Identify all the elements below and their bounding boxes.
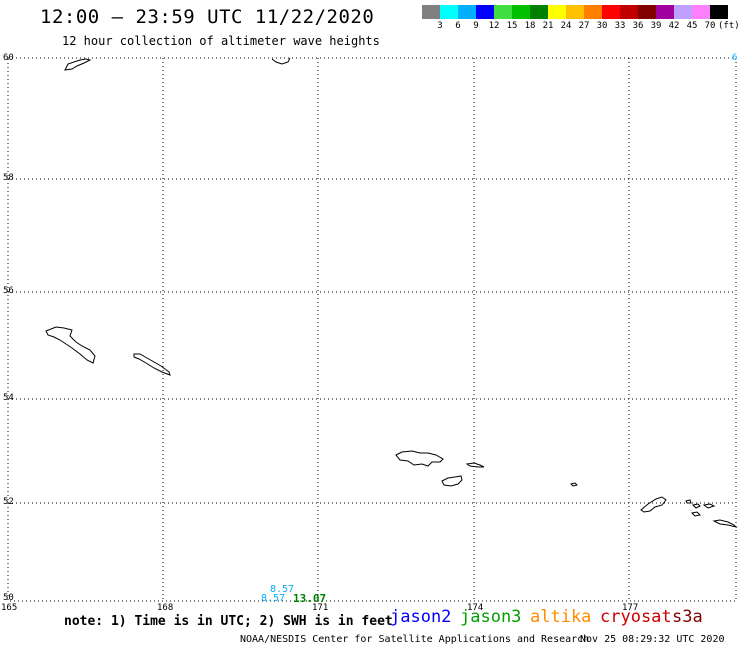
color-swatch-2 — [458, 5, 476, 19]
latitude-gridlines — [8, 178, 736, 504]
lon-label-165: 165 — [1, 603, 17, 613]
color-scale-label: 36 — [632, 21, 644, 31]
page-subtitle: 12 hour collection of altimeter wave hei… — [62, 34, 380, 48]
obs-label-2: 8.57 — [261, 593, 285, 604]
color-scale-label: 12 — [488, 21, 500, 31]
coastline-attu-island — [395, 450, 444, 467]
coastline-bering-island — [45, 326, 96, 364]
color-swatch-11 — [620, 5, 638, 19]
coastline-top-mid — [271, 57, 291, 65]
color-swatch-4 — [494, 5, 512, 19]
coastline-buldir-island — [570, 482, 578, 487]
color-scale-label: 70 — [704, 21, 716, 31]
footer-credit: NOAA/NESDIS Center for Satellite Applica… — [240, 634, 590, 645]
color-swatch-15 — [692, 5, 710, 19]
footer-date: Nov 25 08:29:32 UTC 2020 — [580, 634, 725, 645]
coastline-amchitka-west — [690, 511, 702, 517]
legend-cryosat: cryosat — [600, 607, 672, 627]
obs-label-1: 8.57 — [270, 584, 294, 595]
color-swatch-13 — [656, 5, 674, 19]
color-scale-label: 9 — [473, 21, 479, 31]
color-swatch-9 — [584, 5, 602, 19]
lon-label-177: 177 — [622, 603, 638, 613]
color-swatch-3 — [476, 5, 494, 19]
color-scale-label: 21 — [542, 21, 554, 31]
coastline-rat-island — [702, 503, 716, 509]
color-swatch-0 — [422, 5, 440, 19]
coastline-amchitka-island — [712, 519, 738, 528]
color-swatch-8 — [566, 5, 584, 19]
lat-label-56: 56 — [3, 286, 14, 296]
color-swatch-16 — [710, 5, 728, 19]
coastline-semichi-islands — [465, 462, 485, 468]
color-scale-label: 15 — [506, 21, 518, 31]
color-scale-label: 6 — [455, 21, 461, 31]
color-swatch-10 — [602, 5, 620, 19]
lon-label-168: 168 — [157, 603, 173, 613]
color-swatch-6 — [530, 5, 548, 19]
coastlines — [45, 57, 738, 528]
lat-label-60: 60 — [3, 53, 14, 63]
color-scale-label: 42 — [668, 21, 680, 31]
longitude-gridlines — [162, 58, 630, 601]
legend-jason2: jason2 — [390, 607, 452, 627]
coastline-medny-island — [133, 353, 171, 376]
color-swatch-1 — [440, 5, 458, 19]
color-scale-label: 18 — [524, 21, 536, 31]
coastline-agattu-island — [441, 475, 463, 487]
lat-label-58: 58 — [3, 173, 14, 183]
color-swatch-12 — [638, 5, 656, 19]
lon-label-174: 174 — [467, 603, 483, 613]
legend-jason3: jason3 — [460, 607, 522, 627]
obs-label-3: 13.07 — [293, 592, 326, 605]
color-scale-label: 33 — [614, 21, 626, 31]
color-scale-label: 45 — [686, 21, 698, 31]
coastline-segula-island — [691, 503, 701, 509]
color-scale-label: 24 — [560, 21, 572, 31]
page-title: 12:00 – 23:59 UTC 11/22/2020 — [40, 6, 375, 28]
color-scale-unit: (ft) — [718, 21, 740, 31]
color-scale-label: 30 — [596, 21, 608, 31]
right-edge-label: 6 — [732, 53, 737, 63]
color-scale-bar — [422, 5, 728, 19]
color-swatch-7 — [548, 5, 566, 19]
coastline-kiska-island — [640, 496, 667, 513]
coastline-top-left — [64, 58, 92, 71]
note-text: note: 1) Time is in UTC; 2) SWH is in fe… — [64, 614, 393, 629]
lat-label-50: 50 — [3, 593, 14, 603]
color-swatch-14 — [674, 5, 692, 19]
color-swatch-5 — [512, 5, 530, 19]
color-scale-label: 39 — [650, 21, 662, 31]
lat-label-52: 52 — [3, 497, 14, 507]
legend-altika: altika — [530, 607, 592, 627]
color-scale-label: 3 — [437, 21, 443, 31]
lon-label-171: 171 — [312, 603, 328, 613]
legend-s3a: s3a — [672, 607, 703, 627]
color-scale-label: 27 — [578, 21, 590, 31]
coastline-little-kiska — [685, 499, 692, 504]
map-frame — [7, 57, 737, 602]
lat-label-54: 54 — [3, 393, 14, 403]
